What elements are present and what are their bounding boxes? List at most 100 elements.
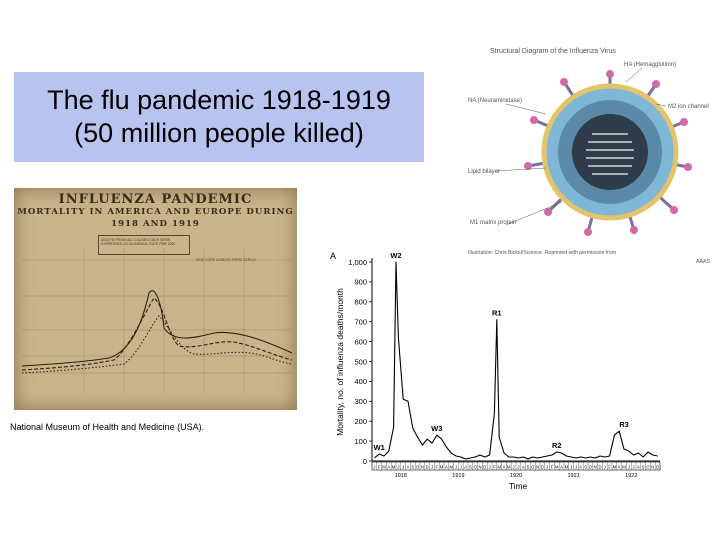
- y-tick-label: 900: [354, 278, 367, 287]
- y-tick-label: 700: [354, 318, 367, 327]
- photo-caption: National Museum of Health and Medicine (…: [10, 422, 205, 432]
- month-tick-label: J: [546, 465, 548, 470]
- month-tick-label: J: [575, 465, 577, 470]
- month-tick-label: F: [551, 465, 554, 470]
- year-tick-label: 1919: [452, 473, 464, 479]
- year-tick-label: 1921: [567, 473, 579, 479]
- month-tick-label: D: [426, 465, 429, 470]
- month-tick-label: D: [656, 465, 659, 470]
- month-tick-label: M: [507, 465, 511, 470]
- wave-label-w1: W1: [374, 443, 385, 452]
- virus-diagram: Structural Diagram of the Influenza Viru…: [468, 48, 710, 265]
- month-tick-label: N: [536, 465, 539, 470]
- month-tick-label: M: [382, 465, 386, 470]
- month-tick-label: D: [483, 465, 486, 470]
- y-tick-label: 500: [354, 357, 367, 366]
- y-tick-label: 0: [363, 457, 367, 466]
- wave-label-r2: R2: [552, 441, 562, 450]
- month-tick-label: O: [416, 465, 420, 470]
- y-tick-label: 200: [354, 417, 367, 426]
- slide-title-line-2: (50 million people killed): [74, 118, 364, 148]
- month-tick-label: M: [555, 465, 559, 470]
- label-m2: M2 ion channel: [668, 104, 709, 110]
- slide-title-line-1: The flu pandemic 1918-1919: [47, 85, 391, 115]
- year-tick-label: 1922: [625, 473, 637, 479]
- month-tick-label: J: [633, 465, 635, 470]
- month-tick-label: A: [445, 465, 448, 470]
- month-tick-label: J: [402, 465, 404, 470]
- month-tick-label: O: [646, 465, 650, 470]
- wave-label-w3: W3: [431, 424, 442, 433]
- virus-credit-1: Illustration: Chris Bickel/Science. Repr…: [468, 250, 616, 256]
- y-tick-label: 100: [354, 437, 367, 446]
- month-tick-label: A: [503, 465, 506, 470]
- month-tick-label: J: [513, 465, 515, 470]
- year-tick-label: 1920: [510, 473, 522, 479]
- month-tick-label: J: [460, 465, 462, 470]
- month-tick-label: J: [604, 465, 606, 470]
- month-tick-label: A: [387, 465, 390, 470]
- virus-title: Structural Diagram of the Influenza Viru…: [490, 48, 616, 55]
- month-tick-label: M: [392, 465, 396, 470]
- y-tick-label: 600: [354, 337, 367, 346]
- month-tick-label: M: [622, 465, 626, 470]
- y-tick-label: 1,000: [348, 258, 367, 267]
- month-tick-label: S: [527, 465, 530, 470]
- poster-note-box: DEATHS FROM ALL CAUSES EACH WEEK EXPRESS…: [98, 235, 190, 255]
- poster-years: 1918 AND 1919: [111, 219, 200, 229]
- month-tick-label: M: [613, 465, 617, 470]
- month-tick-label: N: [651, 465, 654, 470]
- label-ha: HA (Hemagglutinin): [624, 62, 676, 68]
- month-tick-label: S: [642, 465, 645, 470]
- chart-xlabel: Time: [509, 481, 528, 491]
- month-tick-label: M: [440, 465, 444, 470]
- month-tick-label: N: [594, 465, 597, 470]
- month-tick-label: A: [560, 465, 563, 470]
- month-tick-label: F: [493, 465, 496, 470]
- month-tick-label: F: [608, 465, 611, 470]
- month-tick-label: A: [464, 465, 467, 470]
- month-tick-label: J: [517, 465, 519, 470]
- month-tick-label: N: [478, 465, 481, 470]
- poster-graph: [21, 248, 293, 393]
- month-tick-label: M: [497, 465, 501, 470]
- wave-label-r1: R1: [492, 309, 502, 318]
- month-tick-label: J: [628, 465, 630, 470]
- month-tick-label: A: [637, 465, 640, 470]
- poster-title: INFLUENZA PANDEMIC: [58, 192, 253, 207]
- wave-label-r3: R3: [619, 420, 629, 429]
- y-tick-label: 300: [354, 397, 367, 406]
- month-tick-label: J: [373, 465, 375, 470]
- title-box: The flu pandemic 1918-1919 (50 million p…: [14, 72, 424, 162]
- month-tick-label: M: [449, 465, 453, 470]
- month-tick-label: J: [397, 465, 399, 470]
- wave-label-w2: W2: [390, 251, 401, 260]
- month-tick-label: J: [431, 465, 433, 470]
- y-tick-label: 400: [354, 377, 367, 386]
- chart-series: [374, 261, 658, 460]
- month-tick-label: F: [436, 465, 439, 470]
- month-tick-label: A: [579, 465, 582, 470]
- mortality-chart: A Mortality, no. of influenza deaths/mon…: [330, 251, 661, 491]
- y-tick-label: 800: [354, 298, 367, 307]
- label-na: NA (Neuraminidase): [468, 98, 522, 104]
- label-lipid: Lipid bilayer: [468, 169, 500, 175]
- virus-core: [572, 114, 648, 190]
- month-tick-label: O: [531, 465, 535, 470]
- month-tick-label: J: [489, 465, 491, 470]
- month-tick-label: O: [589, 465, 593, 470]
- year-tick-label: 1918: [395, 473, 407, 479]
- poster-subtitle: MORTALITY IN AMERICA AND EUROPE DURING: [17, 207, 294, 217]
- month-tick-label: M: [565, 465, 569, 470]
- month-tick-label: J: [570, 465, 572, 470]
- chart-annotations: W2 R1 W1 W3 R2 R3: [374, 251, 629, 452]
- historical-mortality-poster: INFLUENZA PANDEMIC MORTALITY IN AMERICA …: [14, 188, 297, 410]
- month-tick-label: A: [407, 465, 410, 470]
- chart-ylabel: Mortality, no. of influenza deaths/month: [335, 288, 345, 436]
- month-tick-label: A: [522, 465, 525, 470]
- virus-credit-2: AAAS: [696, 259, 710, 265]
- label-m1: M1 matrix protein: [470, 220, 516, 226]
- month-tick-label: F: [378, 465, 381, 470]
- month-tick-label: D: [541, 465, 544, 470]
